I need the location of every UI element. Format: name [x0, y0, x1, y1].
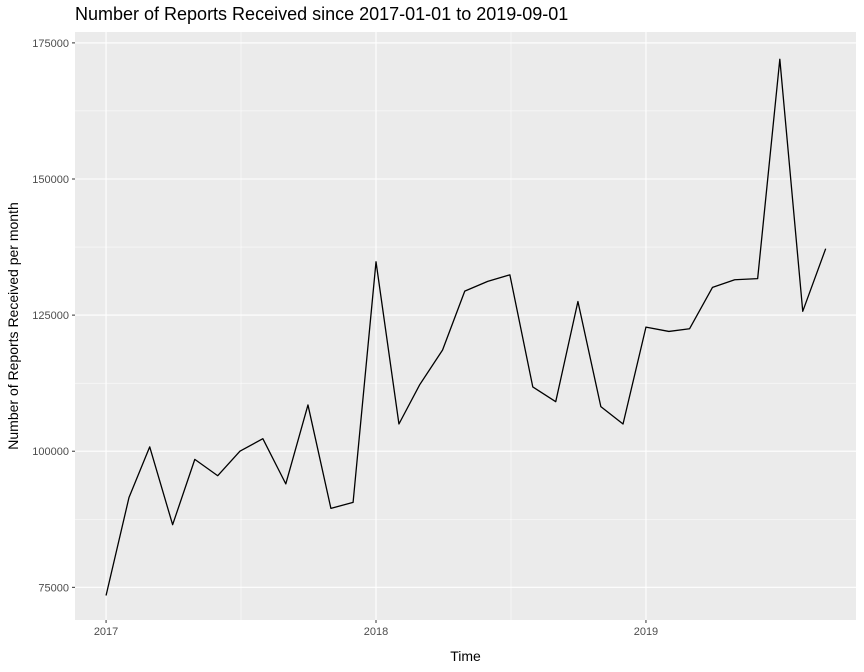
y-tick-label: 175000 — [32, 38, 69, 50]
y-tick-label: 125000 — [32, 310, 69, 322]
minor-gridlines — [75, 32, 856, 620]
major-gridlines — [75, 32, 856, 620]
x-tick-label: 2017 — [94, 626, 118, 638]
plot-panel — [75, 32, 856, 620]
y-axis: 75000 100000 125000 150000 175000 — [32, 38, 75, 594]
series-layer — [105, 58, 827, 596]
y-tick-label: 100000 — [32, 446, 69, 458]
y-tick-label: 150000 — [32, 174, 69, 186]
x-axis-title: Time — [450, 648, 481, 664]
x-tick-label: 2019 — [634, 626, 658, 638]
x-tick-label: 2018 — [364, 626, 388, 638]
series-line — [105, 58, 827, 596]
y-tick-label: 75000 — [38, 582, 69, 594]
x-axis: 2017 2018 2019 — [94, 620, 658, 638]
chart-title: Number of Reports Received since 2017-01… — [75, 4, 568, 24]
y-axis-title: Number of Reports Received per month — [5, 202, 21, 449]
